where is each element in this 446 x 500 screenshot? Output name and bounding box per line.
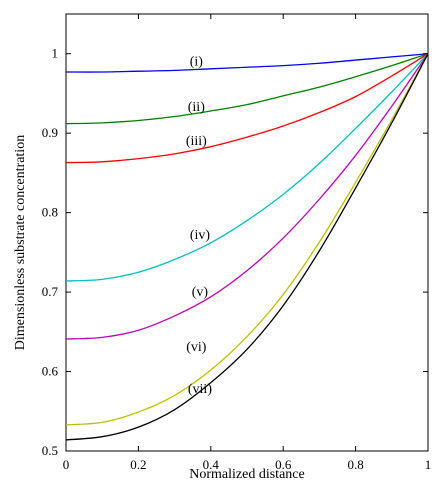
- series-label: (v): [192, 285, 209, 300]
- series-label: (ii): [188, 100, 205, 115]
- x-tick-label: 0.2: [130, 457, 146, 472]
- series-line: [65, 53, 429, 125]
- x-tick-label: 0.8: [347, 457, 363, 472]
- y-axis-label: Dimensionless substrate concentration: [13, 135, 28, 350]
- series-line: [65, 53, 429, 282]
- series-line: [65, 53, 429, 426]
- curve-labels: (i) (ii) (iii) (iv) (v) (vi) (vii): [186, 55, 213, 397]
- x-tick-label: 0.4: [203, 457, 220, 472]
- y-tick-label: 0.6: [42, 364, 59, 379]
- y-tick-label: 0.9: [42, 125, 58, 140]
- plot-frame: [65, 13, 429, 452]
- series-label: (i): [190, 55, 204, 70]
- series-line: [65, 53, 429, 441]
- x-tick-label: 0: [63, 457, 70, 472]
- plot-area: [65, 13, 429, 452]
- y-tick-label: 1: [52, 46, 59, 61]
- curves: [65, 53, 429, 441]
- y-tick-label: 0.8: [42, 205, 58, 220]
- axis-ticks: 0 0.2 0.4 0.6 0.8 1 0.5 0.6 0.7 0.8 0.9 1: [42, 14, 432, 472]
- series-line: [65, 53, 429, 340]
- x-tick-label: 0.6: [275, 457, 292, 472]
- series-line: [65, 53, 429, 73]
- x-axis-label: Normalized distance: [189, 467, 304, 482]
- series-label: (vi): [186, 340, 207, 355]
- series-line: [65, 53, 429, 164]
- series-label: (iv): [190, 228, 211, 243]
- y-tick-label: 0.5: [42, 443, 58, 458]
- x-tick-label: 1: [425, 457, 432, 472]
- series-label: (iii): [186, 134, 207, 149]
- series-label: (vii): [188, 382, 212, 397]
- y-tick-label: 0.7: [42, 284, 59, 299]
